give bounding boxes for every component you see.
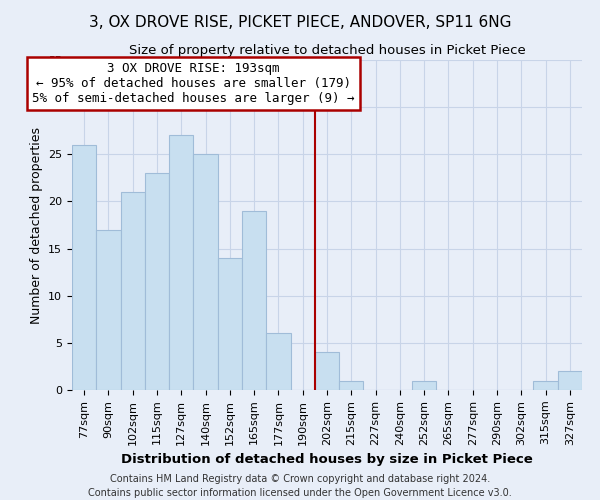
Bar [533,380,558,390]
Y-axis label: Number of detached properties: Number of detached properties [29,126,43,324]
Bar [145,173,169,390]
Bar [72,145,96,390]
Title: Size of property relative to detached houses in Picket Piece: Size of property relative to detached ho… [128,44,526,58]
Text: 3 OX DROVE RISE: 193sqm
← 95% of detached houses are smaller (179)
5% of semi-de: 3 OX DROVE RISE: 193sqm ← 95% of detache… [32,62,355,105]
Bar [266,334,290,390]
Bar [169,136,193,390]
Bar [315,352,339,390]
Bar [339,380,364,390]
Bar [412,380,436,390]
Bar [558,371,582,390]
Bar [121,192,145,390]
Text: Contains HM Land Registry data © Crown copyright and database right 2024.
Contai: Contains HM Land Registry data © Crown c… [88,474,512,498]
Bar [218,258,242,390]
Bar [193,154,218,390]
Bar [96,230,121,390]
Text: 3, OX DROVE RISE, PICKET PIECE, ANDOVER, SP11 6NG: 3, OX DROVE RISE, PICKET PIECE, ANDOVER,… [89,15,511,30]
Bar [242,211,266,390]
X-axis label: Distribution of detached houses by size in Picket Piece: Distribution of detached houses by size … [121,453,533,466]
